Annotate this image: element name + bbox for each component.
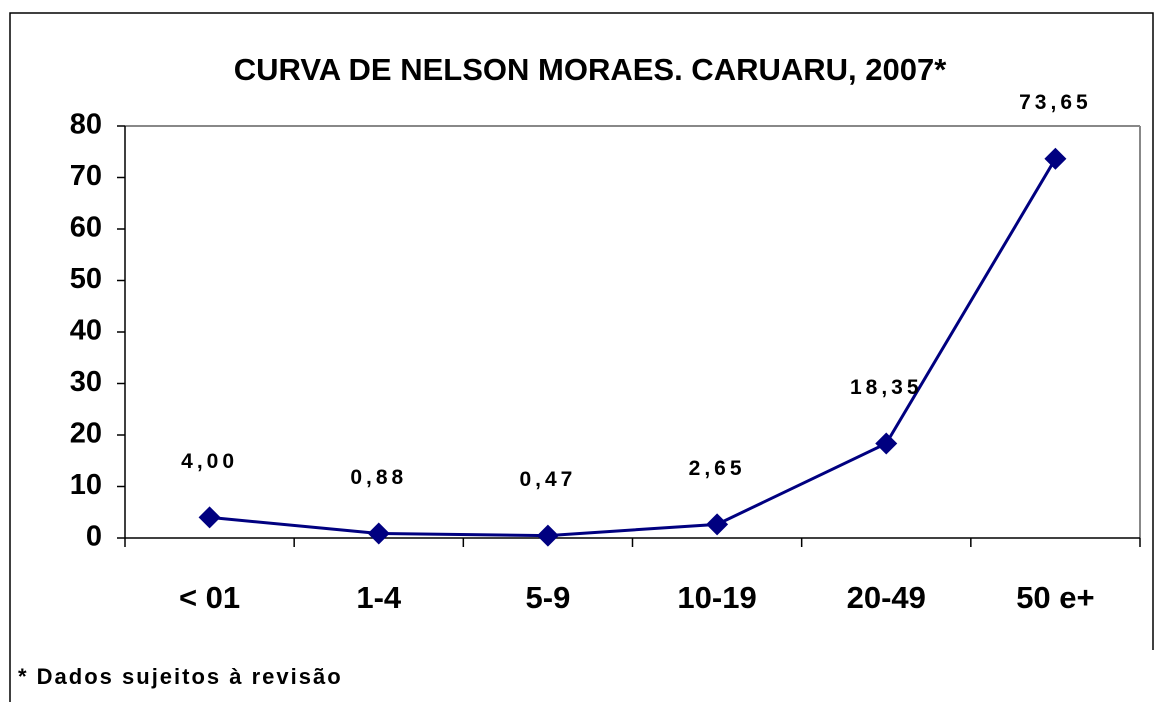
y-tick-label: 30 <box>70 366 102 398</box>
marker <box>875 432 898 455</box>
y-tick-label: 50 <box>70 263 102 295</box>
footnote: * Dados sujeitos à revisão <box>18 664 343 689</box>
y-tick-label: 10 <box>70 469 102 501</box>
data-label: 2,65 <box>689 457 746 480</box>
chart-title: CURVA DE NELSON MORAES. CARUARU, 2007* <box>234 52 947 87</box>
marker <box>706 513 729 536</box>
y-tick-label: 0 <box>86 521 102 553</box>
data-label: 4,00 <box>181 450 238 473</box>
marker <box>367 522 390 545</box>
y-tick-label: 70 <box>70 160 102 192</box>
y-tick-label: 20 <box>70 418 102 450</box>
y-tick-label: 40 <box>70 315 102 347</box>
data-label: 0,47 <box>519 468 576 491</box>
data-label: 0,88 <box>350 466 407 489</box>
x-tick-label: 10-19 <box>677 580 756 615</box>
data-label: 73,65 <box>1019 91 1092 114</box>
y-tick-label: 60 <box>70 212 102 244</box>
marker <box>536 524 559 547</box>
x-tick-label: 20-49 <box>847 580 926 615</box>
x-tick-label: 50 e+ <box>1016 580 1094 615</box>
x-tick-label: 1-4 <box>356 580 402 615</box>
marker <box>198 506 221 529</box>
x-tick-label: < 01 <box>179 580 240 615</box>
x-tick-label: 5-9 <box>526 580 571 615</box>
marker <box>1044 147 1067 170</box>
chart-border <box>9 12 1154 702</box>
data-label: 18,35 <box>850 376 923 399</box>
line <box>209 157 1057 538</box>
y-tick-label: 80 <box>70 109 102 141</box>
